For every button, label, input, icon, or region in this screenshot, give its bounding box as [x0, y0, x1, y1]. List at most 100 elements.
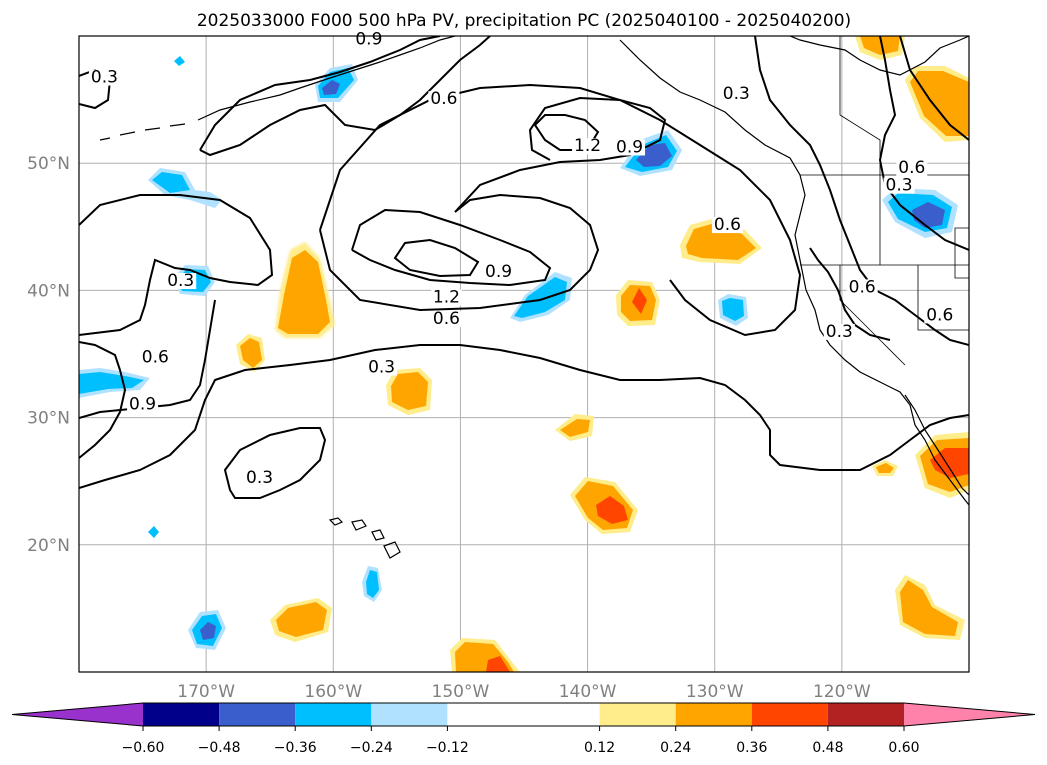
pv-contour-0.6-inner	[319, 193, 600, 312]
contour-label: 0.3	[246, 468, 273, 488]
colorbar-bin	[143, 703, 220, 726]
contour-label: 0.9	[355, 29, 382, 49]
precip-blob-positive	[895, 575, 965, 640]
precip-blob-positive	[555, 414, 594, 441]
contour-label-halo	[846, 279, 878, 296]
contour-label: 0.9	[485, 262, 512, 282]
contour-label-halo	[883, 177, 915, 194]
contour-label-halo	[711, 217, 743, 234]
pv-contour-0.3-south-closed	[223, 427, 327, 499]
pv-contour-0.3-west	[79, 194, 274, 336]
contour-label-halo	[244, 470, 276, 487]
contour-label-halo	[924, 307, 956, 324]
contour-label: 0.6	[926, 305, 953, 325]
precip-blob-positive	[236, 334, 265, 372]
alaska-canada-coast	[789, 36, 969, 76]
colorbar-bin	[599, 703, 676, 726]
x-tick-label: 150°W	[432, 682, 490, 702]
chart-title: 2025033000 F000 500 hPa PV, precipitatio…	[197, 11, 851, 31]
contour-label-halo	[139, 349, 171, 366]
x-tick-label: 160°W	[304, 682, 362, 702]
x-tick-label: 140°W	[559, 682, 617, 702]
colorbar-tick-label: −0.12	[426, 740, 469, 756]
contour-label-halo	[720, 86, 752, 103]
y-tick-label: 20°N	[27, 536, 70, 556]
aleutian-islands	[99, 123, 186, 141]
state-border-ca-nv	[839, 265, 906, 366]
pv-contour-0.6-west	[79, 299, 216, 419]
contour-label-halo	[614, 139, 646, 156]
baja-california	[904, 394, 969, 496]
colorbar	[11, 702, 1036, 727]
contour-label: 0.3	[167, 271, 194, 291]
contour-label: 1.2	[574, 136, 601, 156]
colorbar-tick-label: −0.60	[122, 740, 165, 756]
precip-blob-negative	[362, 566, 382, 602]
contour-label: 0.9	[129, 394, 156, 414]
x-tick-label: 170°W	[177, 682, 235, 702]
precip-blob-positive	[616, 280, 660, 326]
x-axis-ticks: 170°W 160°W 150°W 140°W 130°W 120°W	[177, 682, 871, 702]
aleutian-alaska-peninsula	[197, 36, 456, 121]
pv-contour-1.2	[393, 238, 480, 278]
precip-blob-positive	[915, 432, 969, 498]
colorbar-tick-label: 0.12	[584, 740, 615, 756]
contour-label-halo	[127, 396, 159, 413]
colorbar-bin	[219, 703, 296, 726]
colorbar-tick-label: 0.48	[812, 740, 843, 756]
x-tick-label: 130°W	[686, 682, 744, 702]
colorbar-tick-label: 0.24	[660, 740, 691, 756]
colorbar-bin	[371, 703, 448, 726]
x-tick-label: 120°W	[813, 682, 871, 702]
precip-blob-negative	[148, 56, 185, 538]
contour-label: 0.3	[826, 322, 853, 342]
colorbar-tick-label: 0.36	[736, 740, 767, 756]
contour-label-halo	[430, 311, 462, 328]
colorbar-tick-label: −0.24	[350, 740, 393, 756]
precip-shading	[79, 36, 969, 672]
gridlines	[79, 36, 969, 672]
y-axis-ticks: 20°N 30°N 40°N 50°N	[27, 154, 70, 556]
colorbar-bin	[751, 703, 828, 726]
colorbar-bin	[447, 703, 600, 726]
precip-blob-positive	[570, 477, 638, 534]
contour-label-halo	[572, 138, 604, 155]
contour-label: 0.6	[898, 158, 925, 178]
contour-label-halo	[430, 289, 462, 306]
y-tick-label: 50°N	[27, 154, 70, 174]
colorbar-bin	[675, 703, 752, 726]
precip-blob-positive	[872, 460, 898, 476]
contour-label-halo	[353, 31, 385, 48]
contour-label: 0.3	[368, 358, 395, 378]
precip-blob-negative	[148, 168, 222, 208]
pv-contour-0.9-west	[79, 341, 127, 459]
y-tick-label: 30°N	[27, 409, 70, 429]
precip-blob-positive	[855, 36, 905, 60]
contour-labels: 0.30.90.61.2 0.90.30.60.91.20.60.30.60.90…	[88, 29, 956, 488]
map-frame	[78, 35, 970, 673]
precip-blob-positive	[450, 638, 520, 672]
state-border-nv	[917, 265, 969, 331]
contour-label: 0.6	[849, 277, 876, 297]
contour-label: 1.2	[433, 288, 460, 308]
contour-label-halo	[896, 159, 928, 176]
contour-label-halo	[428, 91, 460, 108]
contour-label-halo	[823, 323, 855, 340]
contour-label-halo	[483, 264, 515, 281]
pv-contour-0.9-north	[454, 96, 667, 213]
colorbar-tick-label: −0.48	[198, 740, 241, 756]
contour-label: 0.6	[714, 215, 741, 235]
contour-label-halo	[88, 69, 120, 86]
colorbar-ticks: −0.60 −0.48 −0.36 −0.24 −0.12 0.12 0.24 0.36 0.4…	[122, 726, 920, 756]
north-america-west-coast	[619, 39, 969, 506]
precip-blob-negative	[620, 130, 682, 176]
pv-contour-0.6	[199, 36, 441, 151]
pv-contour-0.3-inner-east	[809, 247, 891, 341]
y-tick-label: 40°N	[27, 281, 70, 301]
colorbar-extend-min	[12, 703, 143, 726]
precip-blob-negative	[718, 294, 748, 326]
coastlines	[99, 36, 969, 559]
pv-contour-0.3-south	[79, 344, 969, 489]
precip-blob-positive	[275, 242, 335, 338]
precip-blob-positive	[386, 368, 432, 415]
